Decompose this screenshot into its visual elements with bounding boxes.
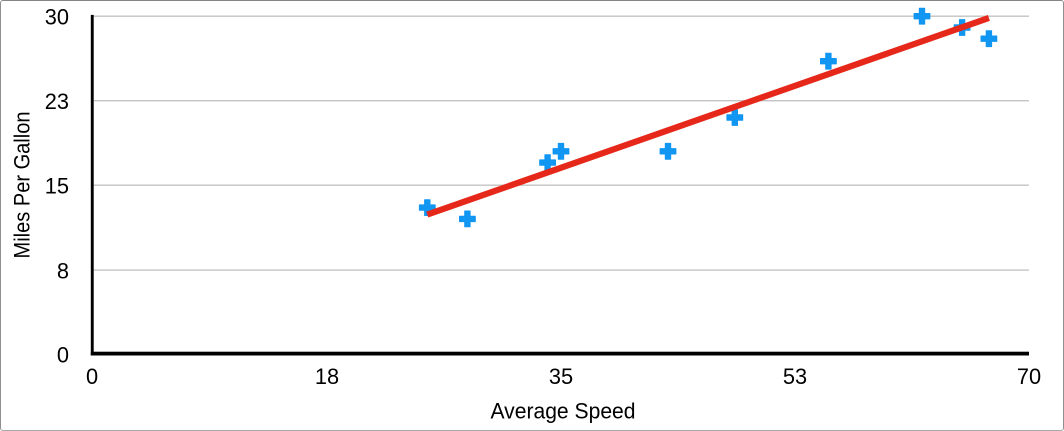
svg-text:18: 18 [315,364,339,389]
svg-text:15: 15 [45,174,69,199]
svg-text:53: 53 [783,364,807,389]
svg-text:23: 23 [45,89,69,114]
svg-text:30: 30 [45,5,69,30]
svg-text:8: 8 [57,258,69,283]
svg-text:0: 0 [86,364,98,389]
svg-text:70: 70 [1017,364,1041,389]
svg-text:35: 35 [549,364,573,389]
svg-text:0: 0 [57,342,69,367]
svg-text:Miles Per Gallon: Miles Per Gallon [10,112,35,259]
svg-text:Average Speed: Average Speed [491,399,636,424]
